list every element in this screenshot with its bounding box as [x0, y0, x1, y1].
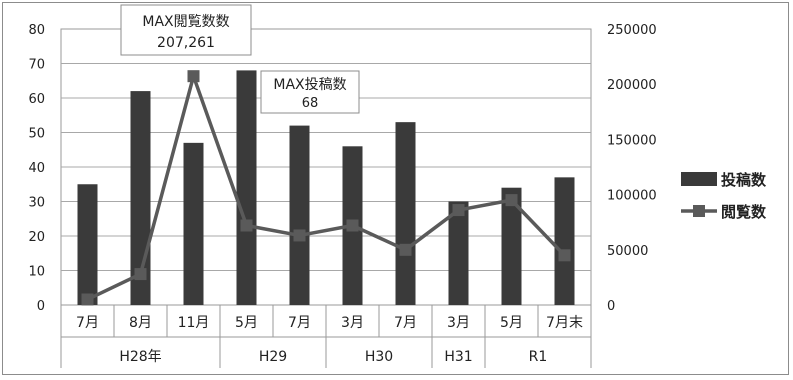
x-tick-label: 5月	[500, 315, 523, 331]
line-marker	[399, 243, 412, 256]
annotation-box	[260, 70, 360, 114]
x-group-label: H30	[365, 349, 393, 365]
line-marker	[452, 204, 465, 217]
annotation-value: 68	[302, 96, 319, 111]
bar	[395, 122, 416, 306]
line-marker	[134, 268, 147, 281]
bar	[289, 125, 310, 305]
x-group-label: R1	[529, 349, 548, 365]
y-left-tick-label: 20	[28, 230, 45, 245]
x-tick-label: 3月	[341, 315, 364, 331]
line-marker	[187, 70, 200, 83]
x-tick-label: 7月	[394, 315, 417, 331]
y-right-tick-label: 150000	[607, 133, 657, 148]
bar	[554, 177, 575, 305]
line-marker	[81, 293, 94, 306]
y-left-tick-label: 70	[28, 58, 45, 73]
y-left-tick-label: 80	[28, 23, 45, 38]
y-left-tick-label: 60	[28, 92, 45, 107]
y-right-tick-label: 50000	[607, 244, 648, 259]
chart-frame: 0 10 20 30 40 50 60 70 80 0 50000 100000 150000 20000…	[2, 2, 789, 375]
bar	[77, 184, 98, 305]
bar	[501, 187, 522, 305]
legend-label: 閲覧数	[721, 203, 767, 221]
y-left-tick-label: 10	[28, 265, 45, 280]
annotation-title: MAX閲覧数数	[142, 13, 229, 30]
annotation-box	[120, 4, 252, 56]
x-tick-label: 8月	[129, 315, 152, 331]
y-right-tick-label: 0	[607, 299, 615, 314]
x-group-label: H28年	[119, 349, 161, 365]
bar	[236, 70, 257, 306]
x-tick-label: 7月	[288, 315, 311, 331]
annotation-title: MAX投稿数	[273, 77, 346, 93]
y-right-tick-label: 200000	[607, 78, 657, 93]
line-marker	[505, 194, 518, 207]
x-tick-label: 11月	[178, 315, 210, 331]
line-series	[86, 74, 566, 302]
y-left-tick-label: 0	[37, 299, 45, 314]
x-group-label: H31	[444, 349, 472, 365]
line-marker	[240, 219, 253, 232]
line-marker	[293, 229, 306, 242]
y-left-tick-label: 40	[28, 161, 45, 176]
line-marker	[346, 219, 359, 232]
y-left-tick-label: 50	[28, 127, 45, 142]
x-tick-label: 7月末	[546, 315, 583, 331]
annotation-value: 207,261	[157, 35, 215, 51]
x-group-label: H29	[259, 349, 287, 365]
bar	[183, 142, 204, 305]
legend-marker	[693, 205, 705, 217]
line-marker	[558, 249, 571, 262]
x-tick-label: 3月	[447, 315, 470, 331]
chart: 0 10 20 30 40 50 60 70 80 0 50000 100000 150000 20000…	[28, 4, 767, 368]
y-right-tick-label: 100000	[607, 189, 657, 204]
bar	[448, 201, 469, 305]
legend-swatch-bar	[681, 172, 717, 186]
legend-label: 投稿数	[721, 171, 767, 189]
x-tick-label: 5月	[235, 315, 258, 331]
y-left-tick-label: 30	[28, 196, 45, 211]
y-right-tick-label: 250000	[607, 23, 657, 38]
x-tick-label: 7月	[76, 315, 99, 331]
